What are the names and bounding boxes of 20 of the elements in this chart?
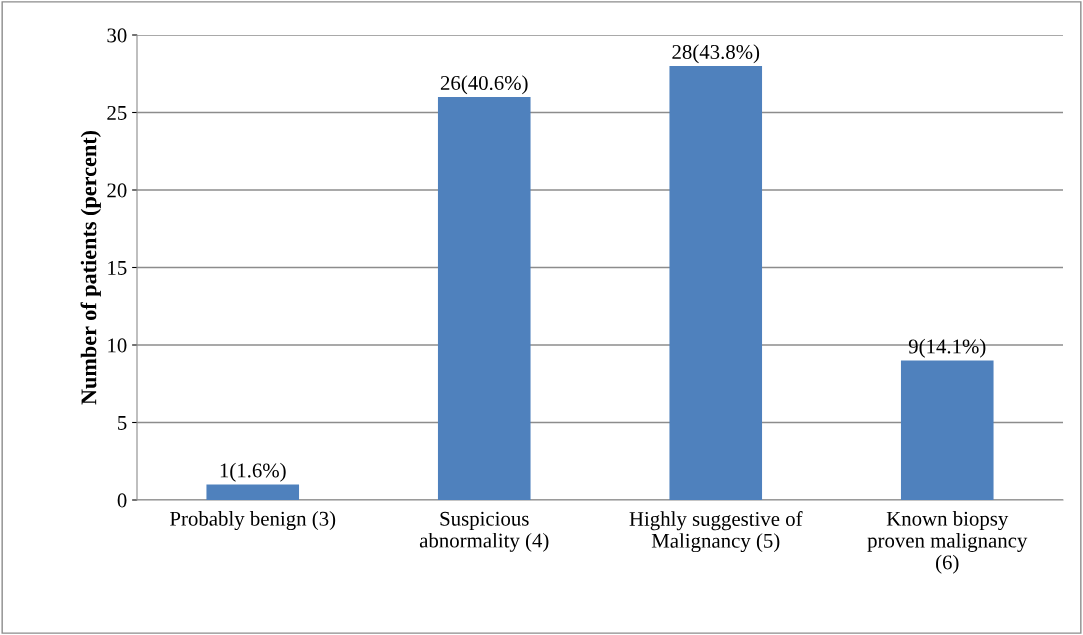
y-tick-label: 20: [107, 183, 127, 198]
y-tick-label: 15: [108, 260, 127, 275]
y-tick-label: 25: [107, 105, 127, 120]
data-label: 1(1.6%): [220, 462, 286, 482]
data-label: 26(40.6%): [440, 75, 528, 95]
data-label: 9(14.1%): [908, 338, 986, 358]
bar: [900, 360, 994, 500]
y-tick-label: 0: [117, 493, 127, 508]
x-tick-label: Probably benign (3): [170, 511, 336, 531]
bar: [669, 66, 763, 500]
bar: [206, 484, 300, 500]
y-tick-label: 30: [107, 28, 127, 43]
data-label: 28(43.8%): [672, 44, 760, 64]
bar: [437, 97, 531, 500]
y-tick-label: 5: [118, 416, 127, 430]
x-tick-label: Highly suggestive of Malignancy (5): [629, 511, 803, 553]
x-tick-label: Suspicious abnormality (4): [419, 511, 549, 552]
x-tick-label: Known biopsy proven malignancy (6): [867, 511, 1028, 574]
y-axis-title: Number of patients (percent): [80, 130, 101, 405]
y-tick-label: 10: [108, 338, 127, 353]
